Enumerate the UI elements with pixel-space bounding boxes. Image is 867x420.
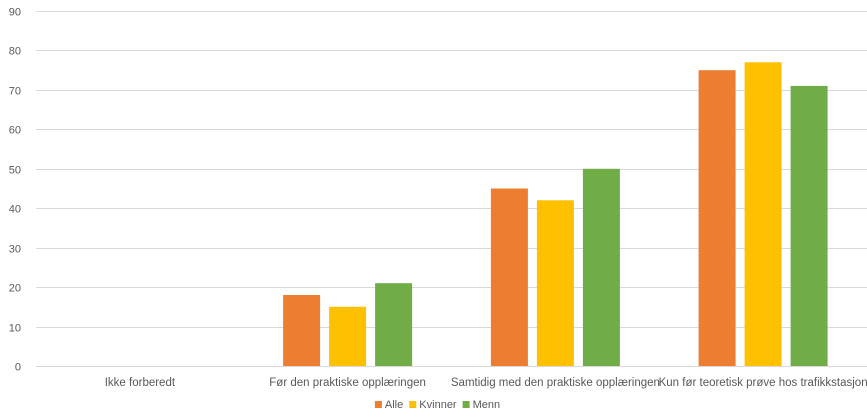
legend-label: Kvinner xyxy=(419,399,457,411)
legend-label: Menn xyxy=(473,399,501,411)
bar-menn xyxy=(790,85,828,367)
legend: Alle Kvinner Menn xyxy=(374,399,501,411)
y-tick-label: 70 xyxy=(9,86,21,98)
bar-alle xyxy=(283,295,321,366)
y-tick-label: 60 xyxy=(9,125,21,137)
y-tick-label: 50 xyxy=(9,165,21,177)
y-tick-label: 10 xyxy=(9,323,21,335)
bar-kvinner xyxy=(329,306,367,366)
bar-alle xyxy=(490,188,528,366)
y-tick-label: 0 xyxy=(15,362,21,374)
bar-menn xyxy=(375,283,413,366)
bars xyxy=(283,62,828,367)
legend-item-alle: Alle xyxy=(374,399,403,411)
y-tick-label: 20 xyxy=(9,283,21,295)
gridlines xyxy=(36,11,867,367)
y-tick-label: 30 xyxy=(9,244,21,256)
x-category-label: Ikke forberedt xyxy=(105,377,176,389)
legend-label: Alle xyxy=(385,399,403,411)
y-axis-ticks: 0 10 20 30 40 50 60 70 80 90 xyxy=(9,7,21,374)
legend-swatch xyxy=(374,401,382,408)
bar-menn xyxy=(582,168,620,366)
legend-swatch xyxy=(462,401,470,408)
x-category-label: Før den praktiske opplæringen xyxy=(269,377,426,389)
bar-kvinner xyxy=(536,200,574,366)
x-axis-category-labels: Ikke forberedt Før den praktiske opplærin… xyxy=(105,377,867,389)
legend-item-kvinner: Kvinner xyxy=(409,399,457,411)
bar-alle xyxy=(698,70,736,366)
x-category-label: Kun før teoretisk prøve hos trafikkstasj… xyxy=(659,377,867,389)
y-tick-label: 90 xyxy=(9,7,21,19)
legend-item-menn: Menn xyxy=(462,399,501,411)
legend-swatch xyxy=(409,401,417,408)
y-tick-label: 40 xyxy=(9,204,21,216)
y-tick-label: 80 xyxy=(9,46,21,58)
x-category-label: Samtidig med den praktiske opplæringen xyxy=(451,377,660,389)
bar-kvinner xyxy=(744,62,782,367)
